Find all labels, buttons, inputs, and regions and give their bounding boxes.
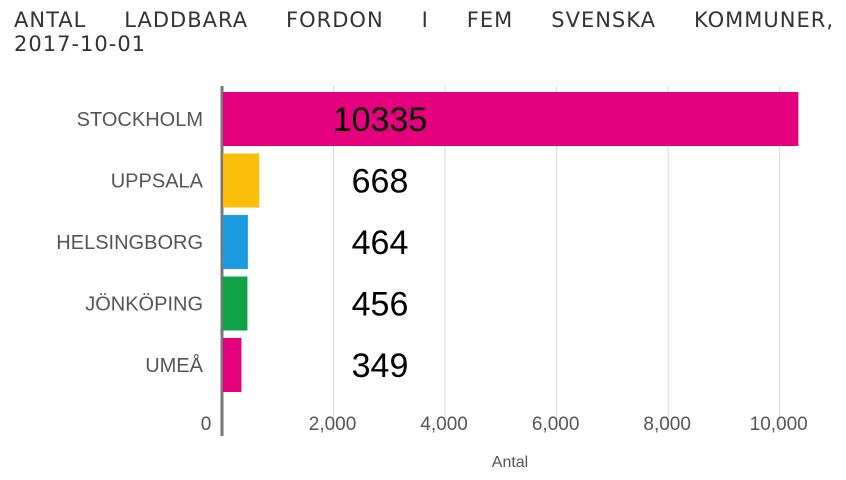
category-label-4: UMEÅ — [145, 354, 203, 377]
bar-jönköping — [223, 276, 248, 331]
category-label-0: STOCKHOLM — [77, 109, 203, 131]
chart-title: ANTAL LADDBARA FORDON I FEM SVENSKA KOMM… — [14, 8, 834, 56]
data-label-4: 349 — [352, 347, 409, 385]
data-label-0: 10335 — [333, 101, 428, 139]
bar-stockholm — [223, 92, 799, 146]
category-label-2: HELSINGBORG — [56, 232, 203, 254]
x-tick-label-3: 6,000 — [532, 414, 580, 435]
chart-title-line-1: ANTAL LADDBARA FORDON I FEM SVENSKA KOMM… — [14, 8, 834, 32]
category-label-3: JÖNKÖPING — [85, 294, 203, 316]
data-label-3: 456 — [352, 286, 409, 324]
x-tick-label-0: 0 — [201, 414, 212, 435]
data-label-1: 668 — [352, 163, 409, 201]
x-tick-label-1: 2,000 — [309, 414, 357, 435]
x-tick-label-5: 10,000 — [750, 414, 808, 435]
bar-uppsala — [223, 153, 260, 208]
x-tick-label-4: 8,000 — [643, 414, 691, 435]
x-axis-title: Antal — [492, 454, 528, 471]
bar-umeå — [223, 338, 242, 392]
category-label-1: UPPSALA — [111, 171, 204, 193]
data-label-2: 464 — [352, 224, 409, 262]
x-tick-label-2: 4,000 — [420, 414, 468, 435]
bar-helsingborg — [223, 215, 248, 269]
chart-title-line-2: 2017-10-01 — [14, 32, 147, 56]
